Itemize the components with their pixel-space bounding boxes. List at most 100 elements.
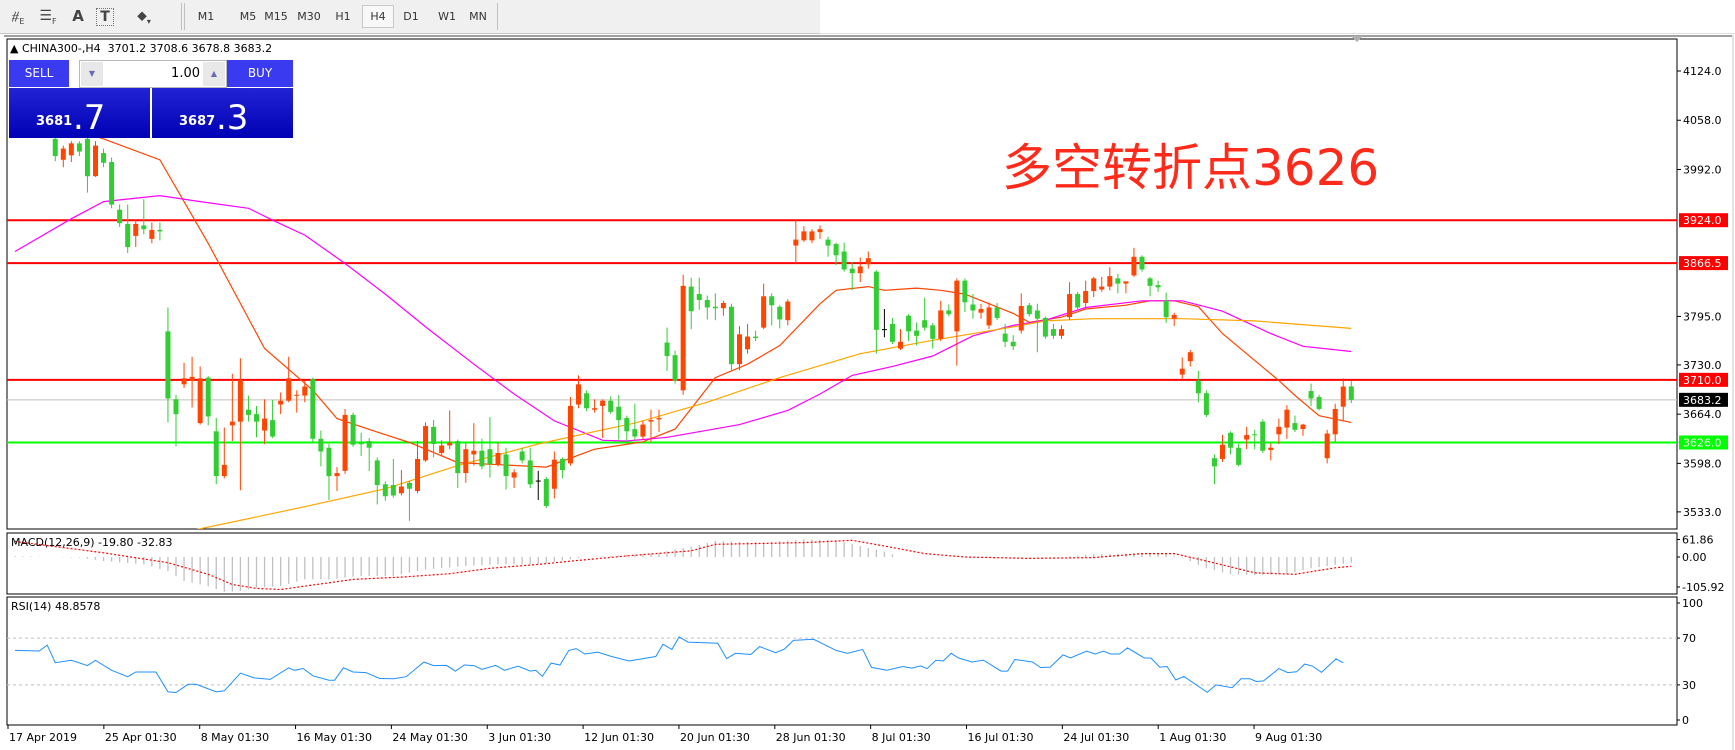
candle[interactable]: [398, 470, 404, 496]
candle[interactable]: [1292, 415, 1298, 433]
candle[interactable]: [632, 403, 638, 440]
candle[interactable]: [1018, 293, 1024, 334]
candle[interactable]: [712, 293, 718, 321]
candle[interactable]: [1260, 419, 1266, 453]
candle[interactable]: [889, 317, 895, 345]
buy-price-button[interactable]: 3687 .3: [152, 88, 293, 138]
candle[interactable]: [197, 366, 203, 425]
candle[interactable]: [1179, 357, 1185, 380]
candle[interactable]: [986, 302, 992, 330]
sell-button[interactable]: SELL: [9, 60, 69, 88]
candle[interactable]: [600, 399, 606, 439]
candle[interactable]: [559, 457, 565, 479]
candle[interactable]: [141, 199, 147, 235]
candle[interactable]: [785, 299, 791, 326]
candle[interactable]: [1236, 444, 1242, 467]
fibonacci-icon[interactable]: ☰F: [39, 8, 57, 26]
candle[interactable]: [1187, 350, 1193, 367]
candle[interactable]: [1340, 378, 1346, 422]
candle[interactable]: [1348, 380, 1354, 404]
candle[interactable]: [753, 330, 759, 342]
chart-shift-marker-icon[interactable]: [1351, 36, 1363, 42]
candle[interactable]: [1131, 247, 1137, 277]
candle[interactable]: [769, 293, 775, 326]
candle[interactable]: [1059, 325, 1064, 339]
candle[interactable]: [857, 257, 863, 283]
candle[interactable]: [640, 420, 646, 440]
candle[interactable]: [1228, 431, 1234, 455]
candle[interactable]: [608, 396, 614, 415]
candle[interactable]: [777, 305, 783, 329]
buy-button[interactable]: BUY: [227, 60, 293, 88]
lot-size-value[interactable]: 1.00: [171, 66, 200, 81]
candle[interactable]: [1026, 303, 1032, 317]
candle[interactable]: [68, 141, 74, 163]
candle[interactable]: [1083, 280, 1089, 309]
candle[interactable]: [390, 458, 396, 498]
candle[interactable]: [1308, 383, 1314, 406]
candle[interactable]: [1099, 276, 1105, 292]
candle[interactable]: [881, 308, 887, 338]
timeframe-w1-button[interactable]: W1: [438, 10, 456, 23]
candle[interactable]: [117, 204, 123, 227]
candle[interactable]: [1163, 292, 1169, 324]
candle[interactable]: [1211, 454, 1217, 485]
candle[interactable]: [994, 303, 1000, 321]
candle[interactable]: [946, 304, 952, 317]
candle[interactable]: [254, 405, 259, 438]
candle[interactable]: [648, 409, 654, 443]
lot-increase-button[interactable]: ▲: [203, 62, 225, 86]
candle[interactable]: [624, 415, 630, 442]
candle[interactable]: [1195, 370, 1201, 403]
candle[interactable]: [793, 219, 799, 265]
candle[interactable]: [922, 297, 928, 331]
candle[interactable]: [720, 300, 726, 316]
candle[interactable]: [52, 136, 58, 162]
candle[interactable]: [181, 362, 187, 389]
candle[interactable]: [1244, 426, 1250, 450]
candle[interactable]: [350, 412, 356, 447]
candle[interactable]: [962, 278, 968, 312]
candle[interactable]: [1252, 429, 1258, 450]
candle[interactable]: [688, 277, 694, 330]
timeframe-h1-button[interactable]: H1: [335, 10, 351, 23]
candle[interactable]: [213, 417, 219, 485]
candle[interactable]: [455, 439, 461, 489]
candle[interactable]: [1324, 429, 1330, 464]
candle[interactable]: [704, 295, 710, 320]
candle[interactable]: [149, 222, 155, 244]
candle[interactable]: [1075, 291, 1081, 313]
candle[interactable]: [479, 438, 485, 470]
candle[interactable]: [237, 358, 243, 491]
timeframe-m15-button[interactable]: M15: [264, 10, 288, 23]
candle[interactable]: [125, 204, 131, 254]
candle[interactable]: [1042, 316, 1048, 339]
candle[interactable]: [173, 394, 179, 447]
candle[interactable]: [696, 277, 702, 310]
candle[interactable]: [366, 438, 372, 471]
candle[interactable]: [664, 327, 670, 371]
candle[interactable]: [189, 356, 195, 408]
sell-price-button[interactable]: 3681 .7: [9, 88, 150, 138]
candle[interactable]: [543, 476, 549, 509]
candle[interactable]: [954, 278, 960, 366]
text-icon[interactable]: A: [72, 7, 84, 25]
candle[interactable]: [101, 148, 107, 168]
candle[interactable]: [302, 380, 308, 403]
candle[interactable]: [270, 399, 276, 439]
candle[interactable]: [914, 322, 920, 346]
candle[interactable]: [930, 323, 936, 349]
candle[interactable]: [310, 377, 316, 444]
candle[interactable]: [463, 443, 469, 483]
candle[interactable]: [374, 457, 380, 505]
candle[interactable]: [294, 390, 300, 413]
candle[interactable]: [93, 141, 98, 177]
candle[interactable]: [567, 397, 573, 466]
candle[interactable]: [1332, 403, 1338, 442]
candle[interactable]: [262, 399, 268, 444]
candle[interactable]: [60, 145, 66, 168]
candle[interactable]: [109, 157, 115, 209]
candle[interactable]: [358, 432, 364, 456]
candle[interactable]: [1171, 312, 1177, 327]
